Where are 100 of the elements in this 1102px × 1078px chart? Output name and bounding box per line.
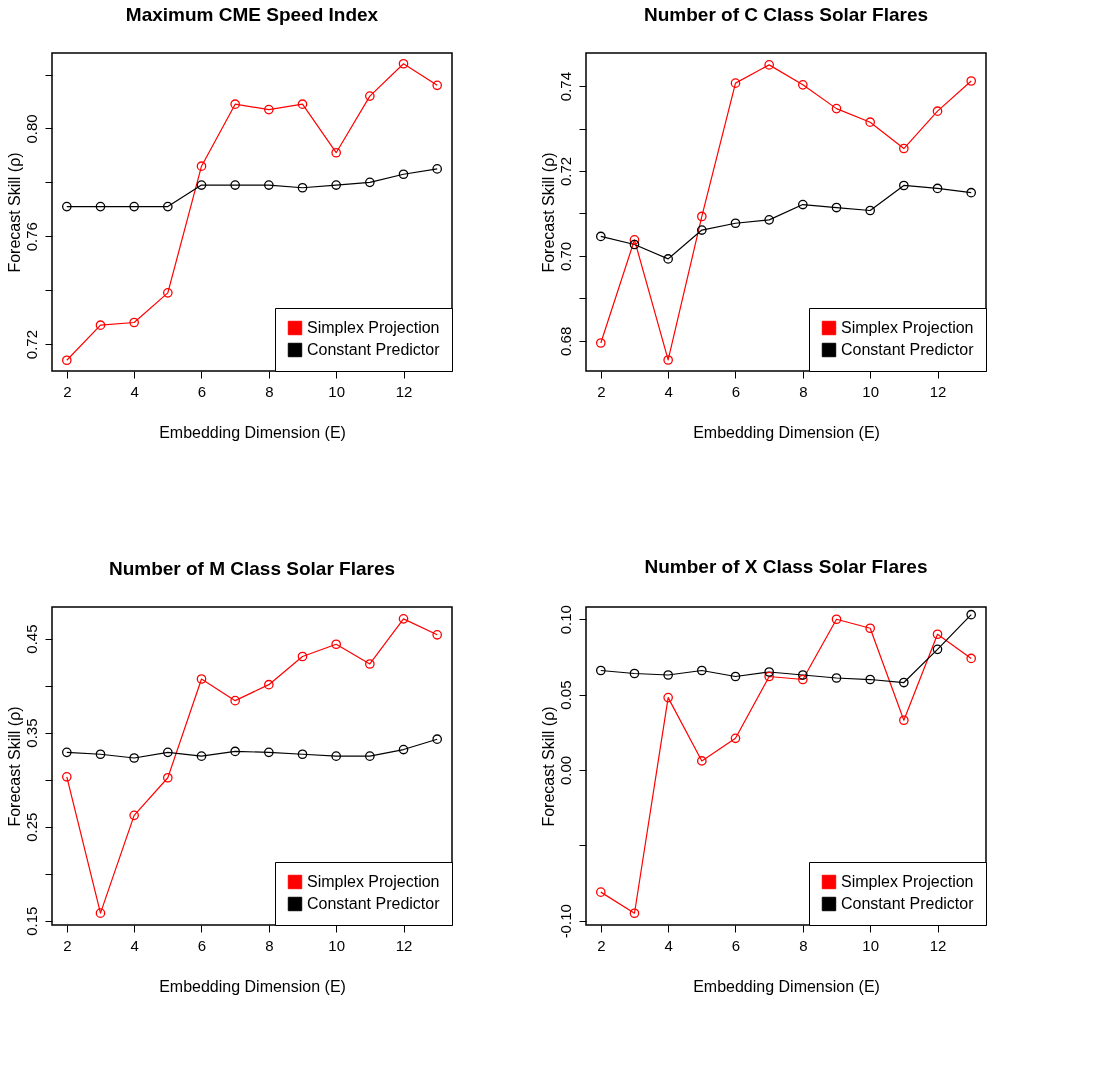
x-tick-label: 4 [664,936,673,954]
point [932,629,943,640]
point [932,644,943,655]
point [831,103,842,114]
point [595,887,606,897]
point [966,76,977,86]
point [831,673,842,683]
y-tick-label: 0.68 [556,326,574,356]
point [663,670,673,680]
point [432,630,443,640]
x-tick-label: 8 [799,382,808,400]
y-tick-label: 0.76 [22,222,40,252]
point [595,338,606,348]
legend-label: Simplex Projection [307,873,440,890]
point [196,751,207,761]
point [764,60,774,70]
point [764,215,774,225]
y-tick-label: 0.80 [22,114,40,144]
point [629,908,640,919]
x-tick-label: 10 [328,382,346,400]
point [297,182,308,193]
point [966,609,977,620]
point [899,715,909,726]
point [932,106,943,116]
point [230,695,240,706]
point [798,674,808,685]
point [230,99,240,110]
y-axis-title: Forecast Skill (ρ) [5,152,23,273]
point [932,183,943,194]
y-tick-label: 0.25 [22,812,40,842]
y-tick-label: 0.10 [556,605,574,635]
point [629,234,640,245]
point [696,665,707,676]
point [831,614,842,625]
legend-label: Simplex Projection [841,873,974,890]
chart-title: Number of X Class Solar Flares [644,555,928,577]
point [831,202,842,213]
point [196,161,207,172]
point [95,320,106,331]
legend-label: Constant Predictor [841,341,975,358]
x-tick-label: 12 [929,382,947,400]
point [129,753,139,763]
y-tick-label: 0.74 [556,72,574,102]
y-tick-label: 0.05 [556,680,574,710]
point [730,218,741,229]
legend-label: Constant Predictor [307,341,441,358]
y-tick-label: 0.72 [556,156,574,187]
point [61,201,72,212]
x-tick-label: 12 [929,936,947,954]
x-tick-label: 6 [197,936,207,954]
point [95,908,106,918]
point [61,771,72,782]
point [264,679,274,690]
x-tick-label: 2 [597,382,606,400]
x-tick-label: 2 [63,936,72,954]
point [865,205,876,216]
point [264,180,274,190]
point [162,747,173,758]
point [730,671,741,682]
y-tick-label: 0.00 [556,755,574,786]
chart-title: Maximum CME Speed Index [125,4,379,25]
x-tick-label: 4 [130,382,139,400]
point [230,746,240,757]
chart-title: Number of M Class Solar Flares [108,558,396,579]
point [230,180,240,190]
x-axis-title: Embedding Dimension (E) [693,977,880,995]
y-axis-title: Forecast Skill (ρ) [5,706,23,827]
point [629,668,640,679]
point [297,651,308,662]
point [663,355,673,365]
point [696,211,707,222]
point [730,733,741,744]
point [730,78,741,88]
point [696,225,707,235]
legend-label: Constant Predictor [841,895,975,912]
point [398,58,409,69]
x-tick-label: 12 [395,936,413,954]
point [398,614,409,624]
point [595,665,606,676]
x-tick-label: 10 [328,936,346,954]
point [162,772,173,783]
legend-label: Simplex Projection [841,319,974,336]
x-axis-title: Embedding Dimension (E) [693,423,880,441]
point [331,751,342,761]
point [966,187,977,198]
x-axis-title: Embedding Dimension (E) [159,423,346,441]
point [196,674,207,684]
point [865,117,876,128]
point [297,749,308,760]
point [798,670,808,680]
point [432,80,443,91]
point [398,169,409,180]
point [95,749,106,760]
x-tick-label: 8 [265,382,274,400]
point [129,317,139,328]
point [129,810,139,821]
x-tick-label: 10 [862,936,880,954]
point [764,671,774,682]
x-tick-label: 6 [197,382,207,400]
point [899,180,909,191]
